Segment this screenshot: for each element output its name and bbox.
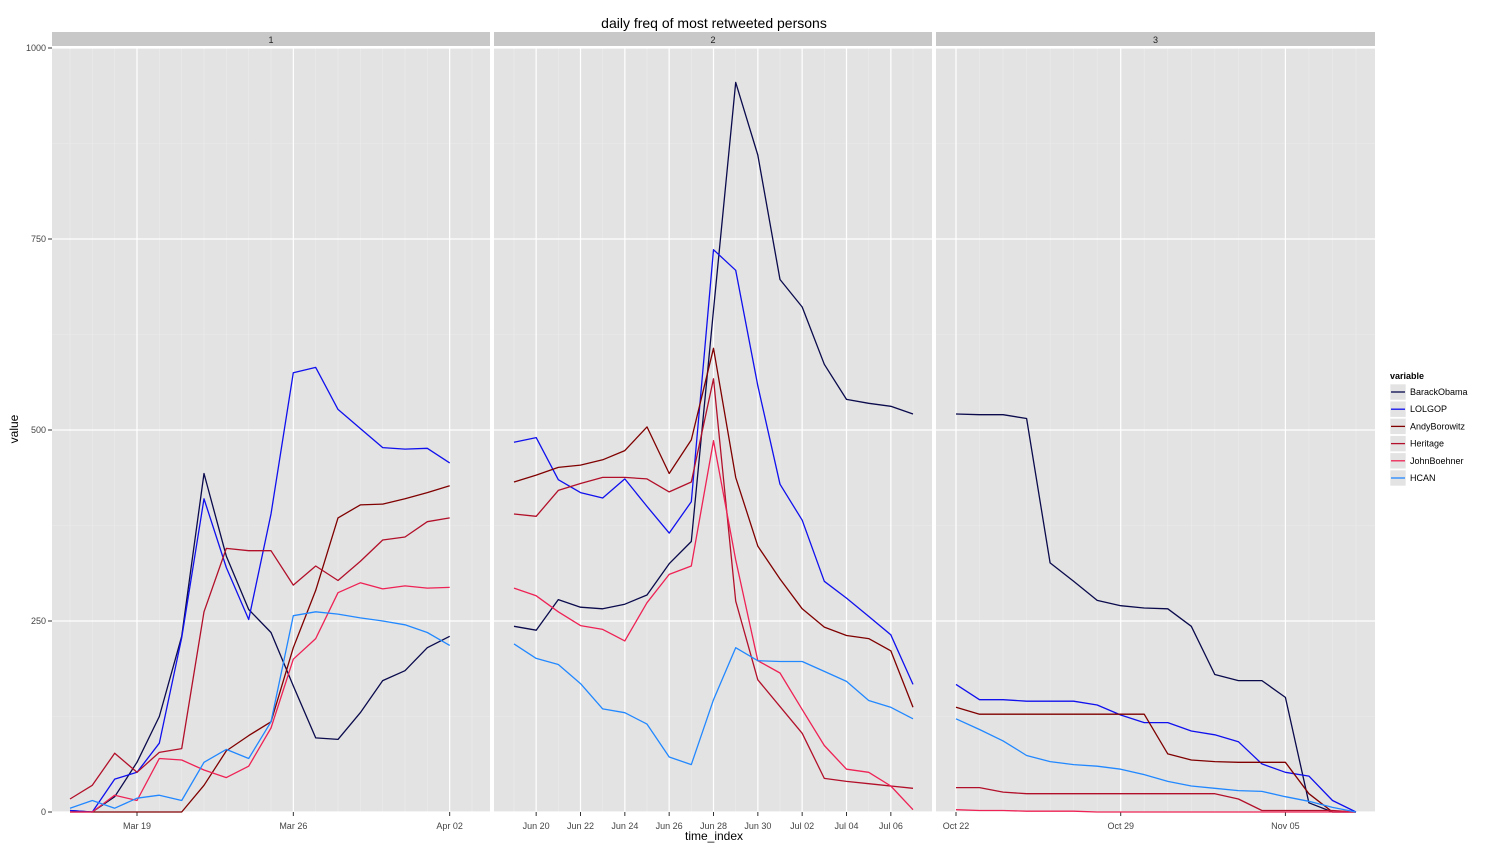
series-line-JohnBoehner (955, 809, 1356, 813)
series-line-HCAN (955, 718, 1357, 813)
legend-items: BarackObama LOLGOP AndyBorowitz Heritage Joh… (1389, 383, 1468, 487)
y-axis: 0 250 500 750 1000 (26, 43, 52, 817)
facet-strip (494, 32, 932, 46)
x-tick-label: Nov 05 (1271, 821, 1300, 831)
x-tick-label: Jun 20 (523, 821, 550, 831)
series-line-Heritage (69, 517, 450, 800)
series-line-Heritage (513, 378, 914, 789)
legend-item-Heritage: Heritage (1389, 435, 1444, 452)
series-line-AndyBorowitz (513, 347, 914, 708)
legend-item-LOLGOP: LOLGOP (1389, 400, 1447, 418)
legend-title: variable (1390, 371, 1424, 381)
legend-label: JohnBoehner (1410, 456, 1464, 466)
y-tick-label: 500 (31, 425, 46, 435)
legend: variable BarackObama LOLGOP AndyBorowitz He… (1389, 371, 1468, 487)
x-tick-label: Mar 19 (123, 821, 151, 831)
facet-panel-1: 1 Mar 19 Mar 26 Apr 02 (52, 32, 490, 831)
y-tick-label: 1000 (26, 43, 46, 53)
x-tick-label: Jun 28 (700, 821, 727, 831)
y-tick-label: 250 (31, 616, 46, 626)
legend-item-JohnBoehner: JohnBoehner (1389, 452, 1464, 470)
x-tick-label: Mar 26 (279, 821, 307, 831)
facet-strip (936, 32, 1375, 46)
series-line-HCAN (513, 643, 914, 766)
series-line-BarackObama (955, 413, 1356, 813)
legend-label: LOLGOP (1410, 404, 1447, 414)
series-line-LOLGOP (69, 366, 451, 813)
x-tick-label: Jun 24 (611, 821, 638, 831)
facet-panels: 1 Mar 19 Mar 26 Apr 02 2 Jun 20 Jun 22 Jun 24 Ju… (52, 32, 1375, 831)
x-tick-label: Jul 06 (879, 821, 903, 831)
facet-strip (52, 32, 490, 46)
legend-label: HCAN (1410, 473, 1436, 483)
x-axis-title: time_index (685, 829, 743, 843)
legend-label: Heritage (1410, 439, 1444, 449)
x-tick-label: Apr 02 (436, 821, 463, 831)
facet-panel-3: 3 Oct 22 Oct 29 Nov 05 (936, 32, 1375, 831)
legend-label: BarackObama (1410, 387, 1468, 397)
series-line-Heritage (956, 786, 1357, 813)
chart-title: daily freq of most retweeted persons (601, 15, 827, 31)
legend-item-AndyBorowitz: AndyBorowitz (1389, 418, 1466, 435)
y-tick-label: 0 (41, 807, 46, 817)
series-line-BarackObama (69, 472, 450, 813)
series-line-LOLGOP (513, 249, 914, 685)
y-tick-label: 750 (31, 234, 46, 244)
y-axis-title: value (7, 414, 21, 443)
series-line-HCAN (69, 611, 451, 809)
legend-item-BarackObama: BarackObama (1389, 383, 1468, 401)
series-line-JohnBoehner (513, 440, 914, 811)
x-tick-label: Jun 26 (656, 821, 683, 831)
facet-strip-label: 1 (268, 35, 273, 45)
x-tick-label: Jul 02 (790, 821, 814, 831)
legend-item-HCAN: HCAN (1389, 469, 1436, 487)
x-tick-label: Jun 22 (567, 821, 594, 831)
facet-strip-label: 2 (710, 35, 715, 45)
x-tick-label: Jun 30 (744, 821, 771, 831)
legend-label: AndyBorowitz (1410, 421, 1466, 431)
x-tick-label: Oct 29 (1107, 821, 1134, 831)
series-line-LOLGOP (955, 683, 1357, 813)
facet-panel-2: 2 Jun 20 Jun 22 Jun 24 Jun 26 Jun 28 Jun 30 Jul… (494, 32, 932, 831)
series-line-AndyBorowitz (70, 485, 450, 813)
x-tick-label: Jul 04 (834, 821, 858, 831)
series-line-BarackObama (513, 81, 914, 631)
series-line-AndyBorowitz (955, 706, 1356, 813)
facet-strip-label: 3 (1153, 35, 1158, 45)
x-tick-label: Oct 22 (943, 821, 970, 831)
